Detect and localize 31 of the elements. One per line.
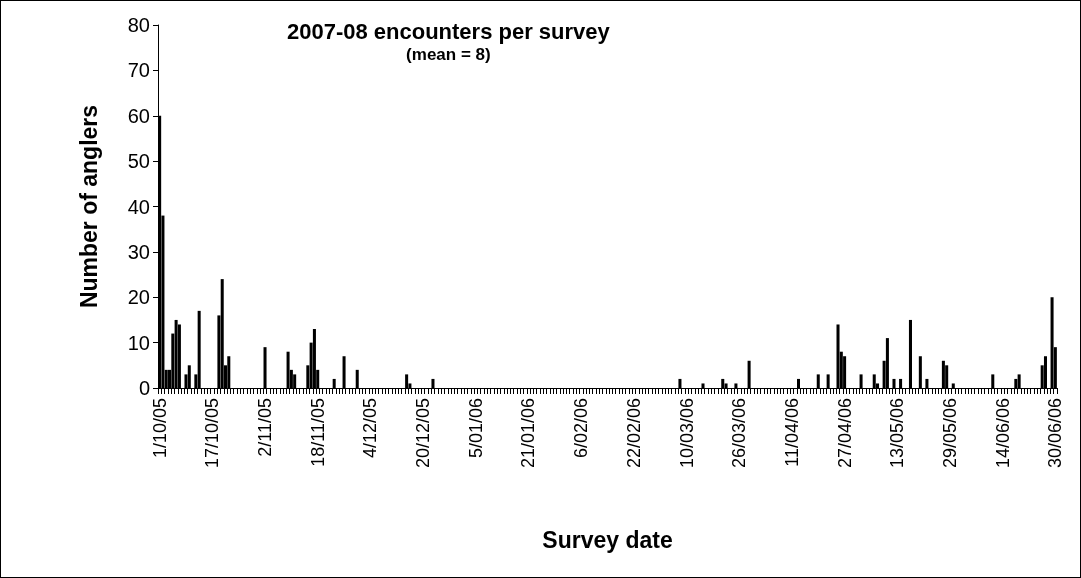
x-tick-label: 20/12/05 — [413, 398, 434, 469]
x-tick-label: 22/02/06 — [623, 398, 644, 469]
y-tick-label: 0 — [138, 377, 150, 399]
chart-title: 2007-08 encounters per survey — [286, 18, 611, 44]
x-tick-label: 10/03/06 — [676, 398, 697, 469]
x-tick-label: 4/12/05 — [360, 398, 381, 459]
y-tick-label: 80 — [127, 14, 150, 36]
x-axis-title: Survey date — [542, 526, 673, 553]
text: (mean = 8) — [406, 45, 491, 64]
y-tick-label: 20 — [127, 286, 150, 309]
x-tick-label: 13/05/06 — [887, 398, 908, 469]
y-tick-label: 60 — [127, 104, 150, 127]
x-tick-label: 17/10/05 — [202, 398, 223, 469]
x-tick-label: 6/02/06 — [571, 398, 592, 459]
x-tick-label: 30/06/06 — [1045, 398, 1066, 469]
y-tick-label: 50 — [127, 150, 150, 173]
x-tick-label: 14/06/06 — [992, 398, 1013, 469]
x-tick-label: 26/03/06 — [729, 398, 750, 469]
y-tick-label: 10 — [127, 331, 150, 354]
x-tick-label: 1/10/05 — [149, 398, 170, 459]
y-tick-label: 30 — [127, 240, 150, 263]
x-tick-label: 2/11/05 — [255, 398, 276, 457]
x-tick-label: 5/01/06 — [465, 398, 486, 459]
x-tick-label: 27/04/06 — [834, 398, 855, 469]
x-tick-label: 21/01/06 — [518, 398, 539, 469]
x-tick-label: 29/05/06 — [939, 398, 960, 469]
x-tick-label: 11/04/06 — [781, 398, 802, 467]
x-tick-label: 18/11/05 — [307, 398, 328, 467]
y-tick-label: 70 — [127, 59, 150, 82]
y-tick-label: 40 — [127, 195, 150, 218]
y-axis-title: Number of anglers — [75, 104, 102, 309]
